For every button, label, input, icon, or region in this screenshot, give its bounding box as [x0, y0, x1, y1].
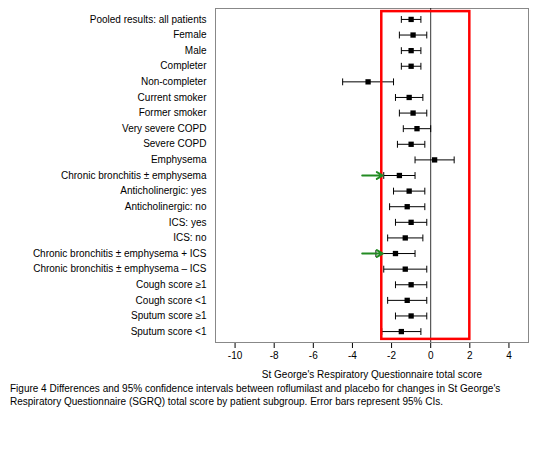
svg-text:Chronic bronchitis ± emphysema: Chronic bronchitis ± emphysema + ICS	[33, 248, 207, 259]
svg-text:Cough score ≥1: Cough score ≥1	[136, 279, 207, 290]
svg-text:Anticholinergic: no: Anticholinergic: no	[125, 201, 207, 212]
svg-text:-6: -6	[309, 350, 318, 361]
svg-text:-10: -10	[228, 350, 243, 361]
svg-text:Current smoker: Current smoker	[138, 92, 208, 103]
svg-text:Severe COPD: Severe COPD	[143, 138, 206, 149]
svg-text:Anticholinergic: yes: Anticholinergic: yes	[120, 185, 206, 196]
svg-text:St George's Respiratory Questi: St George's Respiratory Questionnaire to…	[262, 369, 483, 380]
svg-text:-4: -4	[348, 350, 357, 361]
svg-text:Female: Female	[173, 29, 207, 40]
svg-text:ICS: no: ICS: no	[173, 232, 207, 243]
svg-text:Emphysema: Emphysema	[151, 154, 207, 165]
html-text:Figure 4 Differences and 95% c: Figure 4 Differences and 95% confidence …	[10, 383, 501, 407]
svg-text:Chronic bronchitis ± emphysema: Chronic bronchitis ± emphysema – ICS	[33, 263, 207, 274]
svg-text:Sputum score ≥1: Sputum score ≥1	[131, 310, 207, 321]
svg-text:Non-completer: Non-completer	[141, 76, 207, 87]
svg-text:Completer: Completer	[160, 60, 207, 71]
svg-text:2: 2	[467, 350, 473, 361]
svg-text:Sputum score <1: Sputum score <1	[131, 326, 207, 337]
svg-text:4: 4	[506, 350, 512, 361]
svg-text:ICS: yes: ICS: yes	[169, 217, 207, 228]
svg-text:-2: -2	[387, 350, 396, 361]
svg-text:Chronic bronchitis ± emphysema: Chronic bronchitis ± emphysema	[61, 170, 207, 181]
svg-text:Male: Male	[185, 45, 207, 56]
svg-text:Pooled results: all patients: Pooled results: all patients	[90, 14, 207, 25]
svg-text:-8: -8	[270, 350, 279, 361]
svg-text:Very severe COPD: Very severe COPD	[122, 123, 206, 134]
svg-text:0: 0	[428, 350, 434, 361]
svg-text:Former smoker: Former smoker	[139, 107, 207, 118]
svg-text:Cough score <1: Cough score <1	[136, 295, 207, 306]
